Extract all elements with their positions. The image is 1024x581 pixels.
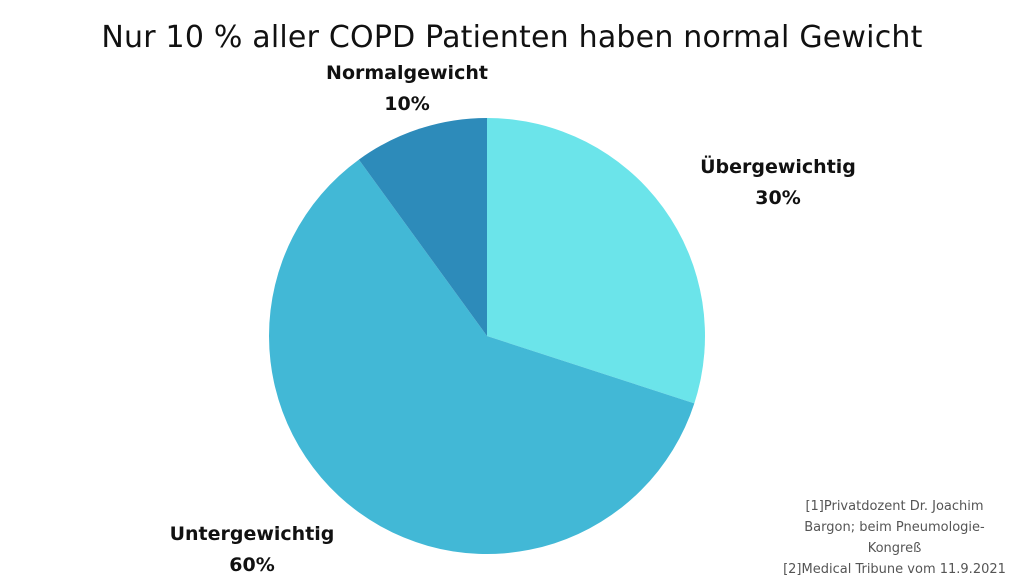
source-line: Kongreß [867, 541, 922, 556]
source-line: [1]Privatdozent Dr. Joachim [805, 499, 984, 514]
source-line: [2]Medical Tribune vom 11.9.2021 [783, 562, 1006, 577]
slice-value: 10% [384, 93, 430, 115]
pie-slice-normalgewicht [358, 118, 487, 336]
label-normalgewicht: Normalgewicht 10% [326, 58, 488, 120]
chart-title: Nur 10 % aller COPD Patienten haben norm… [101, 20, 923, 55]
pie-slice-untergewichtig [269, 159, 695, 555]
pie-slices [269, 118, 706, 555]
source-line: Bargon; beim Pneumologie- [804, 520, 985, 535]
label-untergewichtig: Untergewichtig 60% [170, 519, 335, 581]
slice-name: Normalgewicht [326, 62, 488, 84]
slice-name: Untergewichtig [169, 523, 335, 545]
source-notes: [1]Privatdozent Dr. Joachim Bargon; beim… [782, 496, 1007, 580]
pie-slice-uebergewichtig [487, 118, 706, 404]
slice-value: 30% [755, 187, 801, 209]
label-uebergewichtig: Übergewichtig 30% [700, 152, 856, 214]
slice-value: 60% [229, 554, 275, 576]
slice-name: Übergewichtig [700, 156, 856, 178]
